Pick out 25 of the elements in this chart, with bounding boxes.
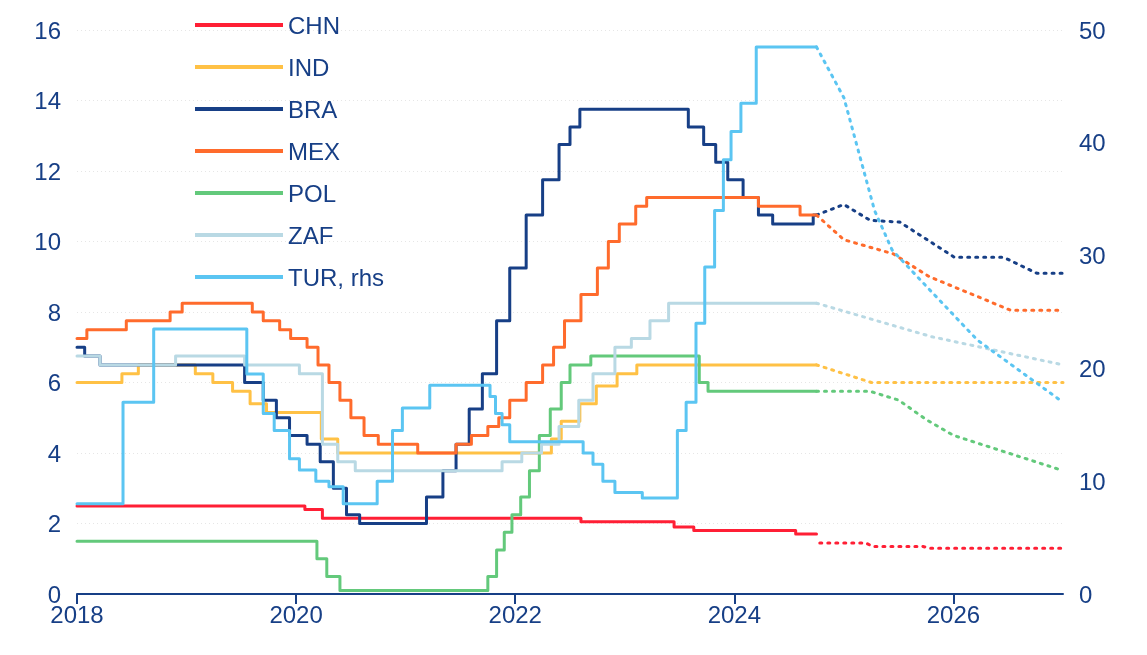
y2-tick-label: 10: [1079, 467, 1106, 495]
x-tick-label: 2026: [926, 600, 981, 628]
y-tick-label: 12: [34, 157, 61, 185]
y-tick-label: 2: [47, 510, 61, 537]
x-tick-label: 2022: [488, 600, 542, 628]
legend-label: BRA: [288, 95, 338, 123]
y-tick-label: 10: [34, 228, 61, 255]
y-tick-label: 4: [47, 439, 61, 467]
x-tick-label: 2020: [269, 600, 323, 628]
y2-tick-label: 50: [1079, 16, 1106, 44]
y-tick-label: 6: [47, 369, 61, 396]
y-tick-label: 16: [34, 16, 61, 44]
legend-label: ZAF: [288, 221, 334, 249]
y2-tick-label: 0: [1079, 580, 1093, 608]
y2-tick-label: 20: [1079, 354, 1106, 382]
legend-label: IND: [288, 53, 330, 81]
y2-tick-label: 40: [1079, 129, 1106, 157]
y-tick-label: 14: [34, 87, 61, 114]
legend-label: CHN: [288, 11, 340, 39]
y2-tick-label: 30: [1079, 242, 1106, 270]
legend-label: MEX: [288, 137, 341, 165]
legend-label: TUR, rhs: [288, 263, 384, 291]
legend-label: POL: [288, 179, 337, 207]
x-tick-label: 2024: [707, 600, 762, 628]
y-tick-label: 8: [47, 298, 61, 326]
